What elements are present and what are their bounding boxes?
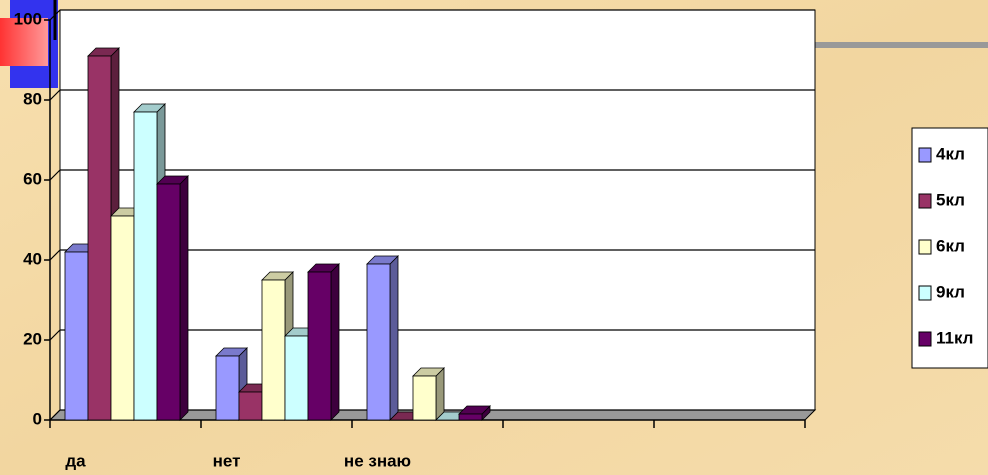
y-tick-label: 80 xyxy=(23,89,42,108)
y-tick-label: 40 xyxy=(23,249,42,268)
bar-front xyxy=(366,263,391,421)
legend-swatch xyxy=(918,147,932,163)
legend-label: 5кл xyxy=(936,190,965,209)
grid-line-side xyxy=(49,169,61,181)
y-tick-label: 60 xyxy=(23,169,42,188)
bar-front xyxy=(412,375,437,421)
grid-line-side xyxy=(49,89,61,101)
grid-line-side xyxy=(49,409,61,421)
bar-front xyxy=(64,251,89,421)
legend-label: 11кл xyxy=(936,328,974,347)
legend-label: 4кл xyxy=(936,144,965,163)
legend-swatch xyxy=(918,239,932,255)
grid-line-side xyxy=(49,9,61,21)
legend-swatch xyxy=(918,331,932,347)
legend-label: 9кл xyxy=(936,282,965,301)
x-tick-label: не знаю xyxy=(344,451,411,470)
grid-line-side xyxy=(49,329,61,341)
legend-swatch xyxy=(918,193,932,209)
decor-bar xyxy=(812,42,988,48)
bar-front xyxy=(261,279,286,421)
bar xyxy=(366,255,399,421)
legend-label: 6кл xyxy=(936,236,965,255)
bar-front xyxy=(133,111,158,421)
grid-line-side xyxy=(49,249,61,261)
bar-front xyxy=(238,391,263,421)
bar-side xyxy=(179,175,189,421)
bar xyxy=(156,175,189,421)
decor-red xyxy=(0,18,48,66)
bar-side xyxy=(389,255,399,421)
bar-side xyxy=(330,263,340,421)
bar-side xyxy=(435,367,445,421)
y-tick-label: 20 xyxy=(23,329,42,348)
bar-front xyxy=(215,355,240,421)
bar-front xyxy=(87,55,112,421)
legend-swatch xyxy=(918,285,932,301)
bar-front xyxy=(156,183,181,421)
x-tick-label: да xyxy=(65,451,86,470)
y-tick-label: 0 xyxy=(33,409,42,428)
bar-front xyxy=(110,215,135,421)
bar-front xyxy=(307,271,332,421)
y-tick-label: 100 xyxy=(14,9,42,28)
bar xyxy=(458,405,491,421)
bar xyxy=(412,367,445,421)
bar-front xyxy=(458,413,483,421)
bar-front xyxy=(284,335,309,421)
legend xyxy=(911,127,988,369)
bar xyxy=(307,263,340,421)
x-tick-label: нет xyxy=(213,451,241,470)
